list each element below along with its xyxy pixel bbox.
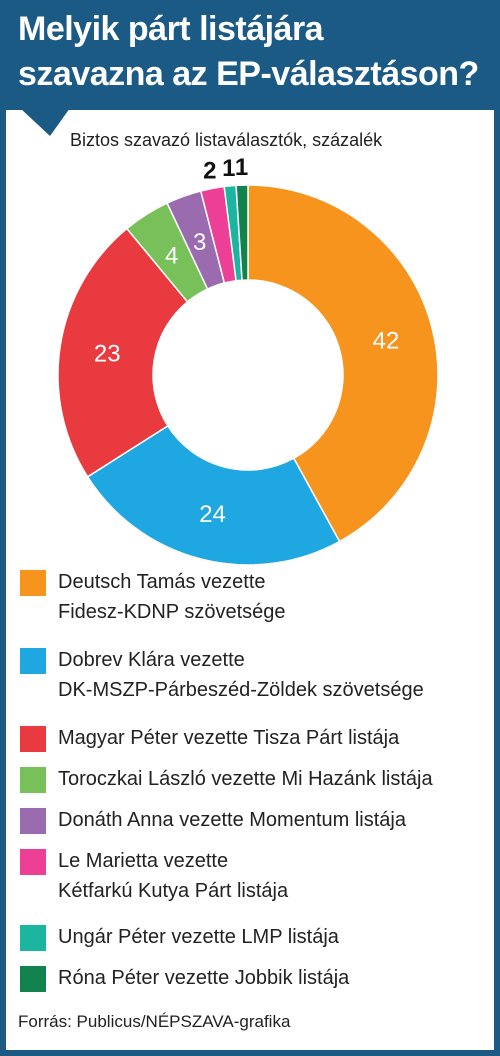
slice-value-label: 4 [165,243,178,270]
legend-label: Le Marietta vezette Kétfarkú Kutya Párt l… [58,850,289,902]
slice-value-label: 2 [203,158,216,185]
legend-label: Toroczkai László vezette Mi Hazánk listá… [58,768,433,790]
donut-chart: 42 24 23 43 2 1 1 [57,154,439,566]
legend-swatch [20,648,46,674]
legend-swatch [20,767,46,793]
donut-slice [86,424,341,566]
slice-value-label: 42 [373,328,400,355]
legend-item-jobbik: Róna Péter vezette Jobbik listája [20,966,349,993]
legend-swatch [20,570,46,596]
legend-label: Deutsch Tamás vezette Fidesz-KDNP szövets… [58,571,286,623]
source-note: Forrás: Publicus/NÉPSZAVA-grafika [18,1012,291,1031]
slice-value-label: 24 [199,501,226,528]
legend-label: Róna Péter vezette Jobbik listája [58,967,350,989]
legend-swatch [20,808,46,834]
legend-item-lmp: Ungár Péter vezette LMP listája [20,925,339,952]
legend-item-mkkp: Le Marietta vezette Kétfarkú Kutya Párt l… [20,849,288,906]
legend-swatch [20,849,46,875]
legend-swatch [20,966,46,992]
donut-slice [235,184,249,281]
legend-item-momentum: Donáth Anna vezette Momentum listája [20,808,406,835]
slice-value-label: 1 [235,154,248,181]
header-notch [20,108,70,136]
legend-label: Magyar Péter vezette Tisza Párt listája [58,727,400,749]
title-line-2: szavazna az EP-választáson? [18,55,479,93]
legend-swatch [20,925,46,951]
slice-value-label: 3 [193,229,206,256]
legend-label: Dobrev Klára vezette DK-MSZP-Párbeszéd-Zö… [58,649,424,701]
chart-subtitle: Biztos szavazó listaválasztók, százalék [70,130,383,150]
legend-label: Ungár Péter vezette LMP listája [58,926,339,948]
legend-item-fidesz: Deutsch Tamás vezette Fidesz-KDNP szövets… [20,570,286,627]
donut-slice [247,184,439,543]
legend-item-dk: Dobrev Klára vezette DK-MSZP-Párbeszéd-Zö… [20,648,424,705]
legend-item-tisza: Magyar Péter vezette Tisza Párt listája [20,726,399,753]
legend-swatch [20,726,46,752]
title-line-1: Melyik párt listájára [18,10,324,48]
legend-item-mihazank: Toroczkai László vezette Mi Hazánk listá… [20,767,433,794]
donut-slice [57,227,189,478]
header-banner: Melyik párt listájára szavazna az EP-vál… [0,0,500,110]
legend-label: Donáth Anna vezette Momentum listája [58,809,406,831]
slice-value-label: 23 [94,341,121,368]
slice-value-label: 1 [222,155,235,182]
